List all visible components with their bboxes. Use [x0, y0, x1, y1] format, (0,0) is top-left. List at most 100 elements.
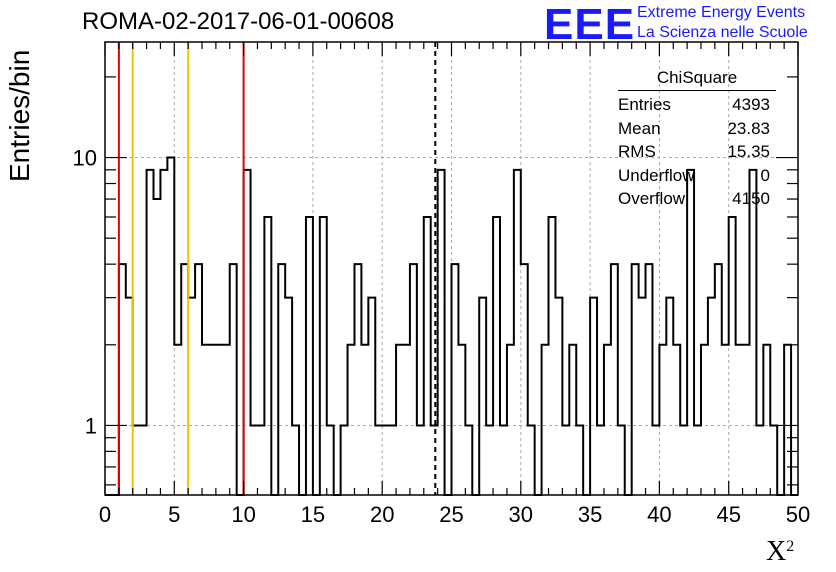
histogram-bin — [736, 345, 743, 495]
histogram-bin — [140, 425, 147, 495]
x-tick-label: 45 — [716, 502, 740, 527]
histogram-bin — [542, 345, 549, 495]
histogram-bin — [555, 298, 562, 495]
histogram-bin — [486, 425, 493, 495]
histogram-bin — [528, 425, 535, 495]
histogram-bin — [465, 425, 472, 495]
histogram-bin — [403, 345, 410, 495]
histogram-bin — [452, 264, 459, 495]
histogram-bin — [597, 425, 604, 495]
histogram-bin — [708, 298, 715, 495]
stats-value: 0 — [760, 165, 770, 185]
histogram-bin — [770, 425, 777, 495]
x-tick-label: 20 — [370, 502, 394, 527]
histogram-bin — [687, 170, 694, 495]
stats-label: Overflow — [618, 189, 686, 208]
stats-row: RMS 15.35 — [610, 142, 780, 166]
stats-row: Entries 4393 — [610, 95, 780, 119]
histogram-bin — [458, 345, 465, 495]
x-tick-label: 15 — [301, 502, 325, 527]
stats-label: Mean — [618, 118, 661, 138]
histogram-bin — [410, 264, 417, 495]
histogram-bin — [188, 298, 195, 495]
histogram-bin — [493, 217, 500, 495]
histogram-bin — [209, 345, 216, 495]
histogram-bin — [424, 217, 431, 495]
histogram-bin — [417, 425, 424, 495]
histogram-bin — [680, 425, 687, 495]
histogram-bin — [729, 217, 736, 495]
stats-label: Underflow — [618, 165, 695, 185]
histogram-bin — [181, 264, 188, 495]
histogram-bin — [569, 345, 576, 495]
stats-row: Mean 23.83 — [610, 119, 780, 143]
stats-value: 15.35 — [727, 142, 770, 161]
histogram-bin — [160, 170, 167, 495]
histogram-bin — [694, 425, 701, 495]
stats-label: RMS — [618, 142, 656, 161]
histogram-bin — [639, 298, 646, 495]
histogram-bin — [147, 170, 154, 495]
histogram-bin — [396, 345, 403, 495]
marker-lines-layer — [117, 42, 437, 495]
x-tick-label: 30 — [509, 502, 533, 527]
histogram-bin — [743, 345, 750, 495]
histogram-bin — [562, 425, 569, 495]
histogram-bin — [361, 345, 368, 495]
histogram-bin — [223, 345, 230, 495]
x-tick-label: 35 — [578, 502, 602, 527]
histogram-bin — [230, 264, 237, 495]
histogram-bin — [659, 345, 666, 495]
stats-label: Entries — [618, 95, 671, 114]
histogram-bin — [576, 425, 583, 495]
histogram-bin — [500, 425, 507, 495]
histogram-outline — [105, 156, 798, 496]
histogram-bin — [320, 217, 327, 495]
histogram-bin — [278, 264, 285, 495]
histogram-bin — [438, 170, 445, 495]
histogram-bin — [251, 425, 258, 495]
histogram-bin — [167, 158, 174, 495]
histogram-bin — [306, 217, 313, 495]
histogram-bin — [126, 298, 133, 495]
histogram-bin — [722, 345, 729, 495]
histogram-bin — [646, 264, 653, 495]
histogram-bin — [756, 425, 763, 495]
histogram-bin — [174, 345, 181, 495]
histogram-bin — [133, 425, 140, 495]
stats-value: 4393 — [732, 95, 770, 114]
histogram-bin — [784, 345, 791, 495]
histogram-bin — [507, 345, 514, 495]
histogram-bin — [611, 264, 618, 495]
histogram-bin — [257, 425, 264, 495]
histogram-bin — [673, 345, 680, 495]
histogram-bin — [154, 199, 161, 495]
histogram-bin — [264, 217, 271, 495]
histogram-bin — [431, 425, 438, 495]
x-tick-label: 0 — [99, 502, 111, 527]
eee-logo: EEE — [544, 0, 636, 49]
stats-value: 23.83 — [727, 118, 770, 138]
histogram-bin — [327, 425, 334, 495]
histogram-bin — [375, 425, 382, 495]
histogram-layer — [105, 156, 798, 496]
logo-line-1: Extreme Energy Events — [637, 4, 806, 21]
y-axis-label: Entries/bin — [4, 49, 35, 182]
histogram-bin — [382, 425, 389, 495]
stats-value: 4150 — [732, 189, 770, 208]
stats-box-name: ChiSquare — [618, 68, 776, 91]
y-tick-label: 10 — [73, 146, 97, 171]
x-tick-label: 50 — [786, 502, 810, 527]
x-tick-label: 25 — [439, 502, 463, 527]
x-tick-label: 5 — [168, 502, 180, 527]
stats-row: Underflow 0 — [610, 166, 780, 190]
histogram-bin — [244, 170, 251, 495]
histogram-bin — [715, 264, 722, 495]
histogram-bin — [618, 425, 625, 495]
histogram-bin — [763, 345, 770, 495]
histogram-bin — [632, 264, 639, 495]
histogram-bin — [119, 264, 126, 495]
stats-row: Overflow 4150 — [610, 189, 780, 213]
chart-title: ROMA-02-2017-06-01-00608 — [82, 8, 395, 35]
